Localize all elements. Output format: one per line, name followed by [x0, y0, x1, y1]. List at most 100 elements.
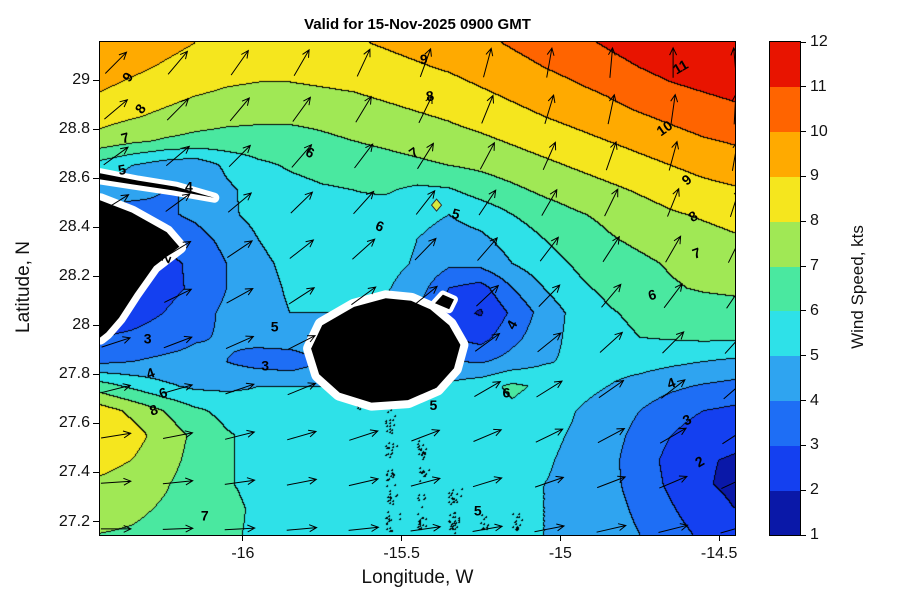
wind-arrow — [605, 140, 618, 171]
wind-arrow — [355, 95, 372, 123]
wind-arrow — [669, 46, 678, 78]
x-tick-label: -16 — [231, 545, 255, 562]
y-tick-mark — [93, 275, 99, 277]
wind-arrow — [100, 524, 133, 533]
wind-arrow — [293, 48, 310, 77]
wind-arrow — [472, 523, 504, 532]
colorbar-tick-label: 8 — [810, 212, 819, 230]
wind-arrow — [481, 94, 494, 124]
contour-label: 8 — [686, 207, 701, 225]
colorbar-tick-label: 4 — [810, 391, 819, 409]
colorbar-tick-mark — [801, 265, 806, 267]
x-tick-mark — [559, 536, 561, 541]
y-tick-mark — [93, 226, 99, 228]
wind-arrow — [165, 193, 191, 212]
colorbar-tick-label: 10 — [810, 122, 828, 140]
colorbar-tick-mark — [801, 534, 806, 536]
wind-arrow — [411, 429, 441, 442]
wind-arrow — [478, 189, 497, 216]
contour-label: 5 — [474, 502, 482, 518]
colorbar-band — [770, 355, 800, 402]
contour-label: 8 — [131, 101, 149, 117]
wind-arrow — [723, 388, 735, 400]
wind-arrow — [660, 379, 686, 399]
contour-label: 9 — [119, 69, 137, 85]
wind-arrow — [720, 528, 735, 534]
island-tenerife-ridge — [100, 168, 220, 203]
contour-label: 3 — [680, 411, 694, 429]
wind-arrow — [228, 144, 252, 168]
y-tick-label: 28.6 — [58, 169, 90, 187]
island-la-isleta — [431, 290, 458, 314]
contour-label: 5 — [117, 161, 128, 178]
wind-arrow — [537, 332, 562, 353]
y-tick-label: 28.4 — [58, 218, 90, 236]
station-marker-icon — [430, 198, 443, 212]
y-tick-mark — [93, 79, 99, 81]
contour-label: 8 — [425, 87, 436, 104]
wind-arrow — [602, 235, 620, 263]
wind-arrow — [229, 97, 251, 122]
wind-arrow — [534, 523, 566, 533]
colorbar-band — [770, 221, 800, 267]
wind-arrow — [414, 237, 437, 261]
wind-arrow — [668, 140, 679, 171]
x-tick-label: -14.5 — [700, 545, 738, 562]
wind-arrow — [473, 428, 503, 442]
wind-arrow — [474, 381, 502, 398]
wind-arrow — [348, 524, 380, 532]
wind-arrow — [286, 524, 318, 533]
wind-arrow — [104, 99, 129, 120]
wind-arrow — [352, 238, 376, 260]
wind-arrow — [230, 49, 249, 76]
wind-arrow — [730, 46, 735, 69]
colorbar-band — [770, 445, 800, 491]
contour-label: 5 — [450, 205, 462, 223]
wind-arrow — [349, 382, 379, 396]
contour-label: 8 — [147, 401, 160, 419]
wind-arrow — [162, 477, 194, 486]
colorbar-band — [770, 42, 800, 88]
wind-arrow — [227, 192, 253, 213]
colorbar-band — [770, 400, 800, 446]
wind-arrow — [544, 94, 556, 124]
wind-arrow — [101, 430, 132, 439]
y-tick-label: 27.6 — [58, 414, 90, 432]
contour-label: 4 — [665, 374, 678, 392]
wind-arrow — [727, 240, 735, 263]
wind-arrow — [546, 46, 555, 78]
wind-arrow — [163, 335, 193, 349]
y-tick-label: 28 — [72, 316, 90, 334]
colorbar-tick-label: 7 — [810, 257, 819, 275]
wind-arrow — [164, 288, 193, 303]
y-tick-label: 29 — [72, 71, 90, 89]
wind-arrow — [597, 475, 627, 489]
y-tick-label: 28.8 — [58, 120, 90, 138]
x-axis-label: Longitude, W — [361, 567, 474, 588]
wind-speed-contour-canvas — [100, 42, 735, 535]
colorbar-band — [770, 490, 800, 535]
wind-arrow — [225, 382, 255, 395]
contour-label: 3 — [261, 358, 269, 374]
wind-arrow — [726, 294, 735, 309]
wind-arrow — [601, 283, 622, 308]
y-tick-mark — [93, 373, 99, 375]
wind-arrow — [286, 476, 318, 486]
wind-arrow — [731, 94, 735, 125]
y-tick-mark — [93, 177, 99, 179]
colorbar-tick-label: 2 — [810, 481, 819, 499]
y-tick-mark — [93, 128, 99, 130]
colorbar-tick-mark — [801, 489, 806, 491]
colorbar-tick-label: 6 — [810, 301, 819, 319]
wind-arrow — [724, 341, 735, 354]
wind-arrow — [604, 188, 619, 217]
wind-arrow — [659, 475, 688, 489]
wind-arrow — [536, 380, 563, 398]
contour-label: 4 — [503, 317, 521, 332]
wind-arrow — [662, 331, 685, 354]
plot-title: Valid for 15-Nov-2025 0900 GMT — [304, 16, 531, 33]
wind-arrow — [102, 241, 131, 257]
colorbar-tick-mark — [801, 86, 806, 88]
contour-label: 9 — [678, 171, 694, 188]
